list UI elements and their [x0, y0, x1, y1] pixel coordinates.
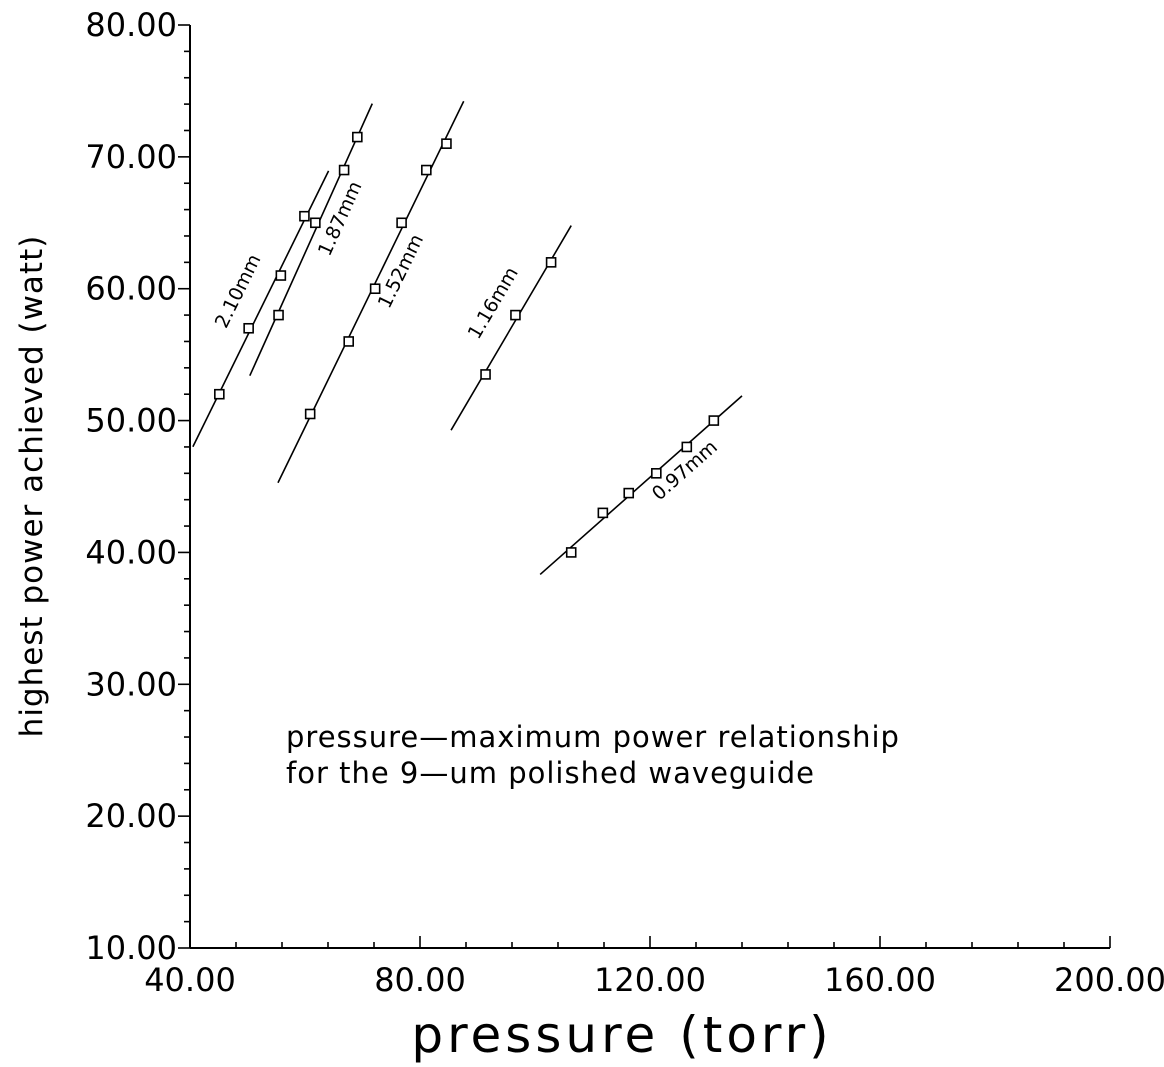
- y-tick-label: 20.00: [85, 797, 177, 835]
- data-point-0-97mm: [651, 468, 662, 479]
- x-axis-title: pressure (torr): [411, 1006, 832, 1064]
- y-tick-label: 70.00: [85, 138, 177, 176]
- data-point-1-52mm: [369, 283, 381, 295]
- data-point-1-16mm: [545, 257, 557, 268]
- annotation-line-1: pressure—maximum power relationship: [286, 720, 900, 754]
- data-point-0-97mm: [565, 547, 577, 558]
- data-point-2-10mm: [275, 270, 287, 281]
- y-tick-label: 60.00: [85, 270, 177, 308]
- y-tick-label: 40.00: [85, 533, 177, 571]
- y-tick-label: 80.00: [85, 6, 177, 44]
- series-label-1-16mm: 1.16mm: [464, 263, 523, 343]
- axis-ticks: [178, 24, 1111, 949]
- data-point-1-87mm: [310, 217, 321, 229]
- y-tick-label: 10.00: [85, 929, 177, 967]
- x-tick-label: 160.00: [824, 961, 936, 999]
- y-tick-label: 30.00: [85, 665, 177, 703]
- series-label-2-10mm: 2.10mm: [211, 251, 266, 332]
- x-tick-label: 200.00: [1054, 961, 1164, 999]
- series-label-1-52mm: 1.52mm: [374, 231, 429, 312]
- data-point-0-97mm: [708, 415, 720, 426]
- data-point-1-52mm: [343, 336, 355, 347]
- annotation-line-2: for the 9—um polished waveguide: [286, 756, 815, 790]
- fit-line-1-87mm: [249, 103, 374, 377]
- data-point-1-16mm: [510, 309, 521, 321]
- fit-line-0-97mm: [539, 395, 743, 576]
- data-point-1-16mm: [480, 369, 491, 380]
- x-tick-labels: 40.00 80.00 120.00 160.00 200.00: [144, 961, 1164, 999]
- data-point-2-10mm: [214, 388, 225, 400]
- x-tick-label: 80.00: [374, 961, 466, 999]
- x-tick-label: 40.00: [144, 961, 236, 999]
- data-point-0-97mm: [681, 441, 693, 453]
- y-tick-label: 50.00: [85, 402, 177, 440]
- data-point-0-97mm: [597, 507, 609, 519]
- data-point-1-52mm: [441, 138, 452, 149]
- data-point-1-87mm: [352, 131, 363, 143]
- data-point-1-52mm: [396, 217, 407, 229]
- data-point-1-52mm: [304, 408, 316, 420]
- data-point-1-87mm: [338, 164, 350, 176]
- data-point-1-52mm: [421, 164, 432, 176]
- series-label-1-87mm: 1.87mm: [314, 178, 367, 259]
- y-tick-labels: 10.00 20.00 30.00 40.00 50.00 60.00 70.00 80.00: [85, 6, 177, 967]
- data-point-0-97mm: [623, 487, 635, 499]
- x-tick-label: 120.00: [594, 961, 706, 999]
- data-point-2-10mm: [243, 322, 254, 334]
- y-axis-title: highest power achieved (watt): [14, 235, 50, 738]
- data-point-2-10mm: [299, 210, 310, 222]
- data-point-1-87mm: [273, 309, 284, 321]
